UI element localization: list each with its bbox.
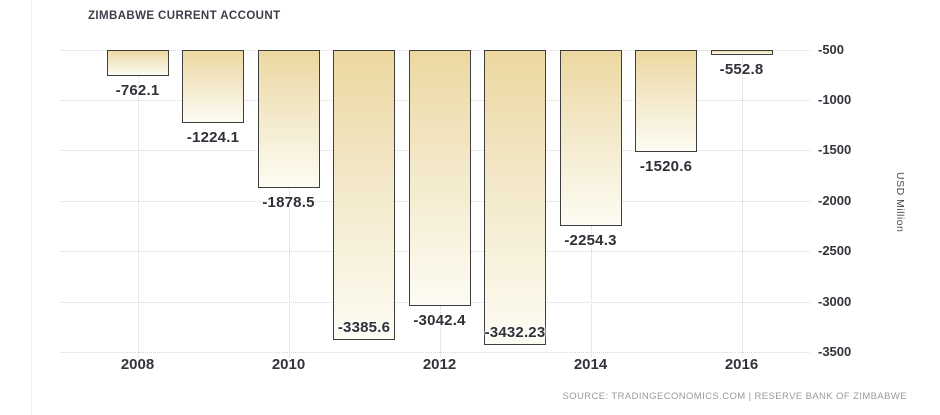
chart-title: ZIMBABWE CURRENT ACCOUNT <box>88 10 281 22</box>
bar-2014[interactable] <box>559 49 622 227</box>
x-axis-tick-label: 2008 <box>120 356 155 373</box>
y-axis-tick-label: -2000 <box>818 192 852 208</box>
x-gridline <box>137 49 139 357</box>
x-axis-tick-label: 2010 <box>271 356 306 373</box>
x-gridline <box>288 49 290 357</box>
bar-2015[interactable] <box>635 49 697 153</box>
bar-2008[interactable] <box>106 49 169 76</box>
x-axis-tick-label: 2012 <box>422 356 457 373</box>
x-axis-tick-label: 2016 <box>724 356 759 373</box>
bar-2016[interactable] <box>710 49 773 55</box>
y-gridline <box>61 352 810 353</box>
bar-value-label: -762.1 <box>115 81 160 99</box>
bar-value-label: -3042.4 <box>413 311 466 329</box>
y-axis-tick-label: -3500 <box>818 344 852 359</box>
bar-value-label: -3432.23 <box>484 324 546 342</box>
bar-2012[interactable] <box>408 49 471 306</box>
x-gridline <box>741 49 743 357</box>
y-axis-tick-label: -500 <box>818 41 845 57</box>
y-axis-tick-label: -3000 <box>818 293 852 309</box>
bar-value-label: -1520.6 <box>639 158 693 176</box>
y-axis-title: USD Million <box>894 172 906 233</box>
bar-2009[interactable] <box>182 49 244 123</box>
source-attribution: SOURCE: TRADINGECONOMICS.COM | RESERVE B… <box>562 391 907 402</box>
bar-2013[interactable] <box>484 49 546 346</box>
y-axis-tick-label: -1000 <box>818 91 852 107</box>
bar-value-label: -1878.5 <box>262 194 315 212</box>
y-axis-tick-label: -1500 <box>818 142 852 158</box>
bar-value-label: -2254.3 <box>564 232 617 250</box>
y-axis-tick-label: -2500 <box>818 243 852 259</box>
x-axis-tick-label: 2014 <box>573 356 608 373</box>
panel-left-border <box>31 0 32 415</box>
bar-value-label: -552.8 <box>719 60 764 78</box>
bar-2011[interactable] <box>333 49 395 341</box>
bar-value-label: -3385.6 <box>337 319 391 337</box>
bar-2010[interactable] <box>257 49 320 189</box>
bar-value-label: -1224.1 <box>186 128 240 146</box>
